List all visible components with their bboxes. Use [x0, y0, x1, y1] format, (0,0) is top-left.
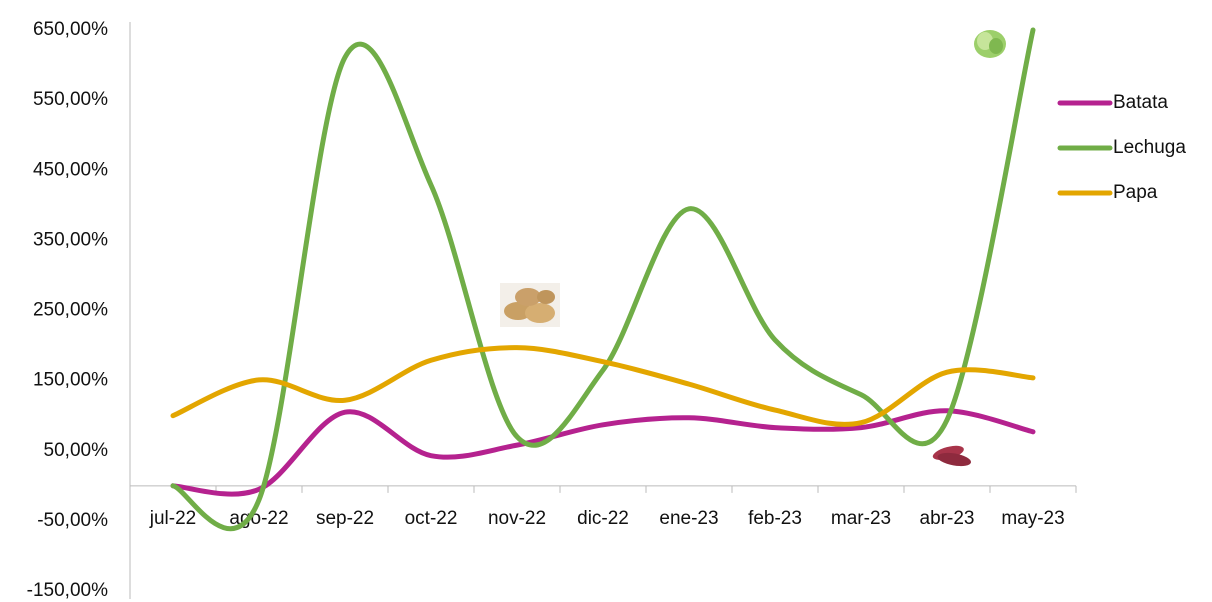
y-tick-label: 50,00%: [44, 440, 109, 461]
series-line: [170, 408, 1036, 497]
legend-label: Lechuga: [1113, 137, 1186, 158]
x-tick-label: sep-22: [316, 508, 374, 529]
x-tick-label: jul-22: [149, 508, 196, 529]
y-tick-label: 450,00%: [33, 159, 108, 180]
x-tick-label: nov-22: [488, 508, 546, 529]
x-tick-label: ene-23: [659, 508, 718, 529]
y-tick-label: 550,00%: [33, 89, 108, 110]
y-tick-label: 350,00%: [33, 229, 108, 250]
y-tick-label: -50,00%: [37, 510, 108, 531]
sweet-potato-icon: [932, 445, 972, 467]
x-tick-label: dic-22: [577, 508, 629, 529]
series-line: [170, 345, 1036, 427]
legend-label: Batata: [1113, 92, 1168, 113]
y-tick-label: 150,00%: [33, 370, 108, 391]
x-tick-label: feb-23: [748, 508, 802, 529]
lettuce-icon: [974, 30, 1006, 58]
x-tick-label: mar-23: [831, 508, 891, 529]
potato-icon: [500, 283, 560, 327]
y-tick-label: 250,00%: [33, 300, 108, 321]
x-tick-label: may-23: [1001, 508, 1064, 529]
x-tick-label: oct-22: [405, 508, 458, 529]
legend-label: Papa: [1113, 182, 1158, 203]
y-tick-label: 650,00%: [33, 19, 108, 40]
x-tick-label: abr-23: [920, 508, 975, 529]
series-line: [170, 27, 1036, 532]
y-tick-label: -150,00%: [27, 580, 108, 601]
plot: -150,00% -50,00% 50,00% 150,00% 250,00% 350,0…: [27, 19, 1187, 601]
